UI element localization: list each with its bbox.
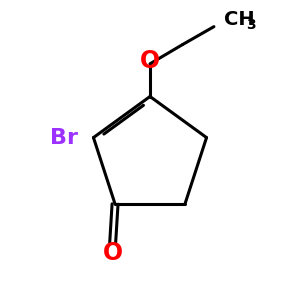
Text: 3: 3 — [247, 18, 256, 32]
Text: O: O — [103, 241, 123, 265]
Text: O: O — [140, 49, 160, 73]
Text: CH: CH — [224, 10, 255, 29]
Text: Br: Br — [50, 128, 78, 148]
